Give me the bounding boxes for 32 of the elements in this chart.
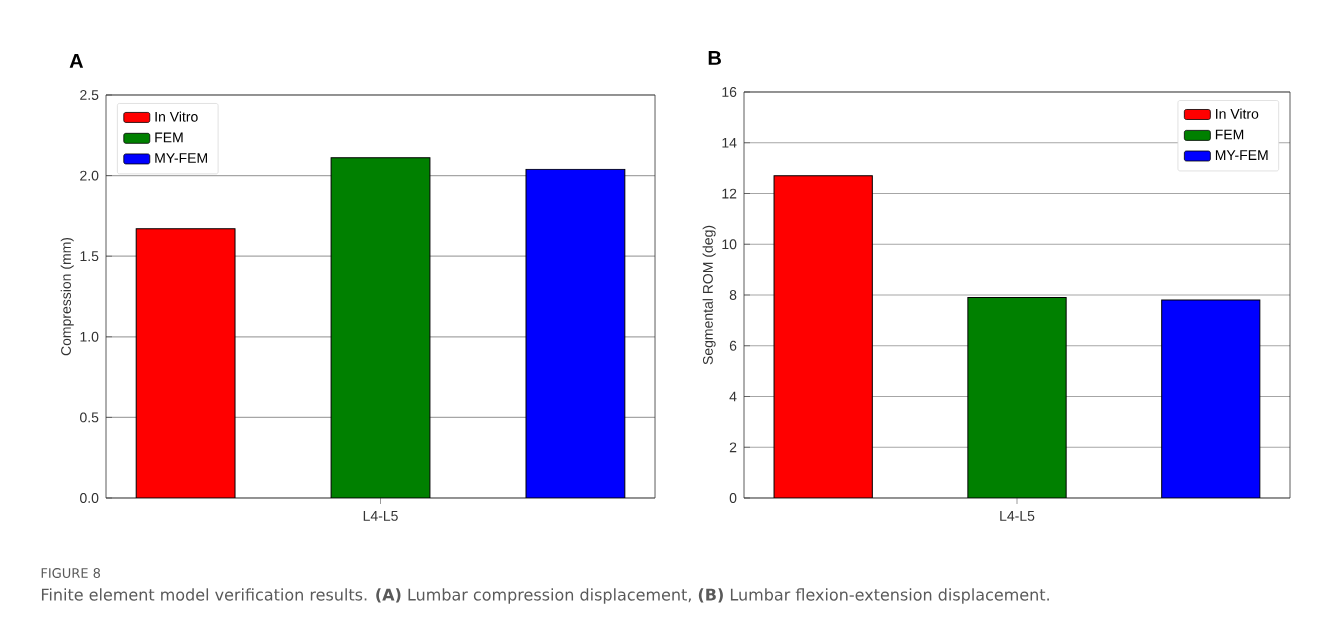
y-tick-label: 14 bbox=[722, 137, 737, 148]
x-tick-label: L4-L5 bbox=[363, 511, 398, 521]
y-tick-label: 2.5 bbox=[80, 90, 99, 100]
y-tick-label: 10 bbox=[722, 239, 737, 250]
y-tick-label: 1.0 bbox=[80, 331, 99, 342]
y-axis-title: Compression (mm) bbox=[60, 237, 74, 356]
legend-label: MY-FEM bbox=[155, 153, 207, 163]
bar bbox=[135, 228, 236, 498]
y-tick-label: 6 bbox=[729, 340, 737, 351]
y-tick-label: 0.0 bbox=[80, 493, 99, 503]
y-tick-label: 0 bbox=[729, 493, 737, 503]
y-tick-label: 0.5 bbox=[80, 412, 99, 423]
y-tick-label: 8 bbox=[729, 290, 737, 300]
bar bbox=[1161, 299, 1261, 498]
legend-label: MY-FEM bbox=[1215, 150, 1268, 160]
legend-label: FEM bbox=[155, 132, 183, 143]
y-tick-label: 4 bbox=[729, 391, 737, 402]
y-axis-title: Segmental ROM (deg) bbox=[702, 225, 716, 365]
y-tick-label: 2 bbox=[729, 442, 737, 453]
bar bbox=[773, 175, 873, 498]
legend-label: FEM bbox=[1215, 129, 1244, 140]
x-tick-label: L4-L5 bbox=[1000, 511, 1035, 521]
legend-label: In Vitro bbox=[155, 111, 198, 122]
text: Finite element model verification results. (A) Lumbar compression displacement, (B) Lumbar flexion-extension displacement. bbox=[41, 588, 1049, 604]
y-tick-label: 12 bbox=[722, 188, 737, 199]
y-tick-label: 1.5 bbox=[80, 251, 99, 262]
chart-title: B bbox=[708, 51, 721, 65]
chart-title: A bbox=[69, 54, 84, 68]
legend-label: In Vitro bbox=[1216, 108, 1259, 119]
y-tick-label: 2.0 bbox=[80, 170, 99, 181]
caption: FIGURE 8 bbox=[41, 568, 101, 578]
y-tick-label: 16 bbox=[722, 87, 737, 97]
